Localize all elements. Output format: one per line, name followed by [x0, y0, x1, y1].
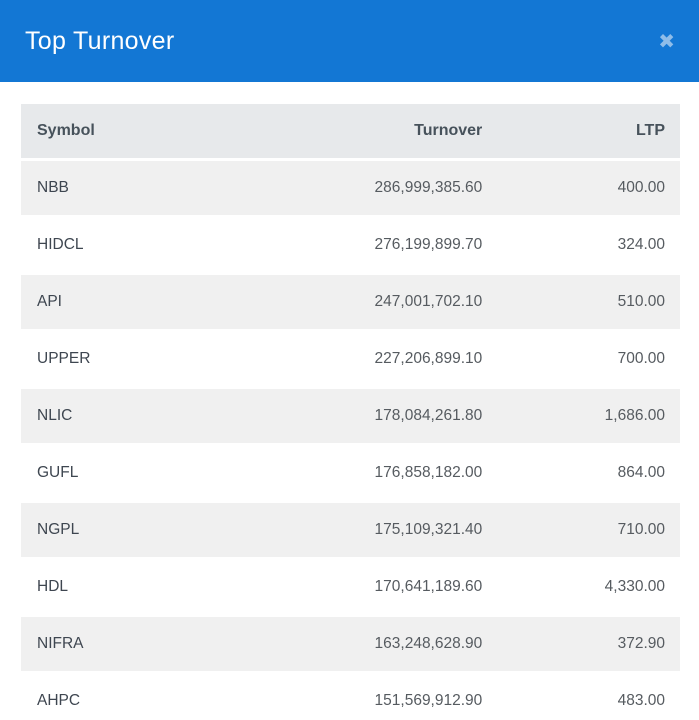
modal-body: Symbol Turnover LTP NBB 286,999,385.60 4… [0, 82, 699, 720]
table-header-row: Symbol Turnover LTP [21, 104, 680, 161]
turnover-cell: 163,248,628.90 [251, 617, 483, 674]
symbol-cell: NLIC [21, 389, 252, 446]
ltp-cell: 400.00 [482, 161, 680, 218]
table-row: HIDCL 276,199,899.70 324.00 [21, 218, 680, 275]
symbol-cell: UPPER [21, 332, 252, 389]
ltp-cell: 1,686.00 [482, 389, 680, 446]
turnover-cell: 178,084,261.80 [251, 389, 483, 446]
close-icon[interactable]: ✖ [658, 29, 675, 53]
turnover-cell: 247,001,702.10 [251, 275, 483, 332]
turnover-cell: 170,641,189.60 [251, 560, 483, 617]
table-row: NBB 286,999,385.60 400.00 [21, 161, 680, 218]
turnover-cell: 276,199,899.70 [251, 218, 483, 275]
table-row: NIFRA 163,248,628.90 372.90 [21, 617, 680, 674]
ltp-cell: 324.00 [482, 218, 680, 275]
table-row: UPPER 227,206,899.10 700.00 [21, 332, 680, 389]
table-row: NGPL 175,109,321.40 710.00 [21, 503, 680, 560]
symbol-cell: HIDCL [21, 218, 252, 275]
modal-title: Top Turnover [25, 26, 175, 55]
turnover-cell: 176,858,182.00 [251, 446, 483, 503]
modal-header: Top Turnover ✖ [0, 0, 699, 82]
top-turnover-table: Symbol Turnover LTP NBB 286,999,385.60 4… [21, 104, 680, 720]
turnover-cell: 175,109,321.40 [251, 503, 483, 560]
table-row: GUFL 176,858,182.00 864.00 [21, 446, 680, 503]
symbol-cell: HDL [21, 560, 252, 617]
ltp-cell: 4,330.00 [482, 560, 680, 617]
symbol-cell: NGPL [21, 503, 252, 560]
turnover-cell: 286,999,385.60 [251, 161, 483, 218]
ltp-cell: 510.00 [482, 275, 680, 332]
symbol-cell: GUFL [21, 446, 252, 503]
ltp-cell: 700.00 [482, 332, 680, 389]
ltp-cell: 710.00 [482, 503, 680, 560]
turnover-cell: 227,206,899.10 [251, 332, 483, 389]
table-row: NLIC 178,084,261.80 1,686.00 [21, 389, 680, 446]
symbol-cell: NBB [21, 161, 252, 218]
table-row: API 247,001,702.10 510.00 [21, 275, 680, 332]
column-header-turnover[interactable]: Turnover [251, 104, 483, 161]
ltp-cell: 372.90 [482, 617, 680, 674]
table-row: HDL 170,641,189.60 4,330.00 [21, 560, 680, 617]
symbol-cell: NIFRA [21, 617, 252, 674]
ltp-cell: 483.00 [482, 674, 680, 720]
turnover-cell: 151,569,912.90 [251, 674, 483, 720]
symbol-cell: API [21, 275, 252, 332]
column-header-ltp[interactable]: LTP [482, 104, 680, 161]
ltp-cell: 864.00 [482, 446, 680, 503]
column-header-symbol[interactable]: Symbol [21, 104, 252, 161]
symbol-cell: AHPC [21, 674, 252, 720]
table-row: AHPC 151,569,912.90 483.00 [21, 674, 680, 720]
